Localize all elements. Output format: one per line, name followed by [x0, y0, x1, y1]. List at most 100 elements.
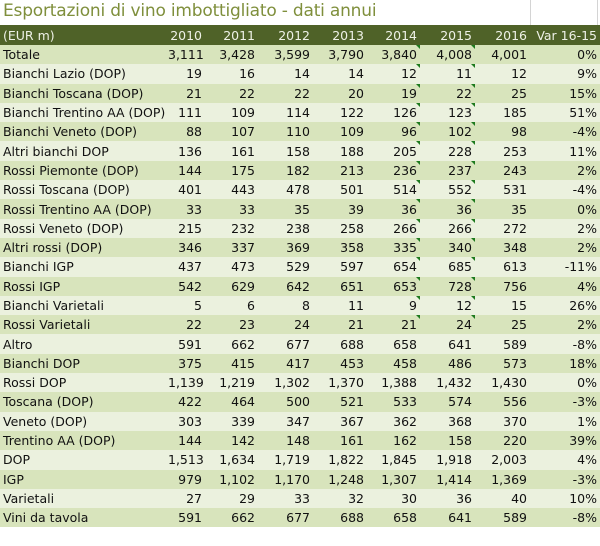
error-indicator-icon[interactable] [471, 141, 477, 148]
value-cell[interactable]: 653 [367, 276, 422, 296]
sheet-title[interactable]: Esportazioni di vino imbottigliato - dat… [3, 1, 377, 21]
value-cell[interactable]: 464 [205, 392, 258, 412]
row-label[interactable]: Bianchi IGP [0, 257, 165, 277]
value-cell[interactable]: 415 [205, 353, 258, 374]
error-indicator-icon[interactable] [416, 122, 422, 129]
error-indicator-icon[interactable] [416, 160, 422, 167]
error-indicator-icon[interactable] [416, 276, 422, 283]
value-cell[interactable]: 501 [313, 180, 367, 200]
variance-cell[interactable]: 0% [530, 45, 600, 65]
value-cell[interactable]: 458 [367, 353, 420, 374]
value-cell[interactable]: 35 [258, 199, 313, 219]
value-cell[interactable]: 175 [205, 160, 258, 181]
error-indicator-icon[interactable] [416, 257, 422, 264]
row-label[interactable]: Rossi Varietali [0, 315, 165, 335]
value-cell[interactable]: 556 [475, 392, 530, 412]
value-cell[interactable]: 473 [205, 257, 258, 277]
value-cell[interactable]: 22 [165, 315, 205, 335]
value-cell[interactable]: 1,102 [205, 469, 258, 489]
value-cell[interactable]: 1,388 [367, 373, 420, 393]
variance-cell[interactable]: 0% [530, 199, 600, 219]
variance-cell[interactable]: -4% [530, 122, 600, 142]
value-cell[interactable]: 478 [258, 180, 313, 200]
value-cell[interactable]: 340 [420, 237, 477, 258]
value-cell[interactable]: 98 [475, 122, 530, 142]
value-cell[interactable]: 1,414 [420, 469, 475, 489]
row-label[interactable]: Bianchi Lazio (DOP) [0, 64, 165, 84]
error-indicator-icon[interactable] [471, 218, 477, 225]
error-indicator-icon[interactable] [416, 180, 422, 187]
value-cell[interactable]: 123 [420, 102, 477, 123]
value-cell[interactable]: 688 [313, 508, 367, 528]
error-indicator-icon[interactable] [416, 83, 422, 90]
value-cell[interactable]: 35 [475, 199, 530, 219]
value-cell[interactable]: 5 [165, 295, 205, 316]
variance-cell[interactable]: 4% [530, 276, 600, 296]
value-cell[interactable]: 158 [258, 141, 313, 161]
value-cell[interactable]: 370 [475, 411, 530, 431]
value-cell[interactable]: 662 [205, 334, 258, 354]
column-header[interactable]: 2013 [313, 25, 367, 45]
value-cell[interactable]: 521 [313, 392, 367, 412]
value-cell[interactable]: 685 [420, 257, 477, 277]
value-cell[interactable]: 12 [475, 64, 530, 84]
value-cell[interactable]: 161 [313, 430, 367, 451]
value-cell[interactable]: 654 [367, 257, 422, 277]
variance-cell[interactable]: 2% [530, 237, 600, 258]
value-cell[interactable]: 88 [165, 122, 205, 142]
value-cell[interactable]: 642 [258, 276, 313, 296]
row-label[interactable]: Veneto (DOP) [0, 411, 165, 431]
value-cell[interactable]: 1,918 [420, 450, 475, 470]
value-cell[interactable]: 253 [475, 141, 530, 161]
value-cell[interactable]: 122 [313, 102, 367, 123]
unit-header[interactable]: (EUR m) [0, 25, 165, 45]
row-label[interactable]: Bianchi Veneto (DOP) [0, 122, 165, 142]
row-label[interactable]: Rossi Toscana (DOP) [0, 180, 165, 200]
value-cell[interactable]: 19 [165, 64, 205, 84]
error-indicator-icon[interactable] [416, 141, 422, 148]
error-indicator-icon[interactable] [471, 276, 477, 283]
value-cell[interactable]: 597 [313, 257, 367, 277]
value-cell[interactable]: 514 [367, 180, 422, 200]
value-cell[interactable]: 417 [258, 353, 313, 374]
value-cell[interactable]: 272 [475, 218, 530, 238]
row-label[interactable]: Rossi DOP [0, 373, 165, 393]
column-header[interactable]: 2015 [420, 25, 475, 45]
variance-cell[interactable]: 0% [530, 373, 600, 393]
value-cell[interactable]: 238 [258, 218, 313, 238]
value-cell[interactable]: 185 [475, 102, 530, 123]
value-cell[interactable]: 486 [420, 353, 475, 374]
value-cell[interactable]: 111 [165, 102, 205, 123]
column-header[interactable]: 2014 [367, 25, 420, 45]
value-cell[interactable]: 1,634 [205, 450, 258, 470]
error-indicator-icon[interactable] [471, 122, 477, 129]
value-cell[interactable]: 33 [165, 199, 205, 219]
value-cell[interactable]: 266 [420, 218, 477, 238]
value-cell[interactable]: 4,001 [475, 45, 530, 65]
variance-cell[interactable]: 1% [530, 411, 600, 431]
value-cell[interactable]: 21 [165, 83, 205, 103]
value-cell[interactable]: 375 [165, 353, 205, 374]
column-header[interactable]: 2012 [258, 25, 313, 45]
value-cell[interactable]: 437 [165, 257, 205, 277]
column-header[interactable]: 2010 [165, 25, 205, 45]
error-indicator-icon[interactable] [471, 64, 477, 71]
value-cell[interactable]: 688 [313, 334, 367, 354]
value-cell[interactable]: 19 [367, 83, 422, 103]
value-cell[interactable]: 589 [475, 508, 530, 528]
value-cell[interactable]: 658 [367, 334, 420, 354]
value-cell[interactable]: 1,170 [258, 469, 313, 489]
row-label[interactable]: Bianchi Trentino AA (DOP) [0, 102, 165, 123]
value-cell[interactable]: 613 [475, 257, 530, 277]
value-cell[interactable]: 11 [420, 64, 477, 84]
value-cell[interactable]: 215 [165, 218, 205, 238]
value-cell[interactable]: 161 [205, 141, 258, 161]
value-cell[interactable]: 573 [475, 353, 530, 374]
value-cell[interactable]: 1,432 [420, 373, 475, 393]
value-cell[interactable]: 33 [258, 488, 313, 509]
value-cell[interactable]: 266 [367, 218, 422, 238]
value-cell[interactable]: 232 [205, 218, 258, 238]
value-cell[interactable]: 3,111 [165, 45, 205, 65]
value-cell[interactable]: 422 [165, 392, 205, 412]
value-cell[interactable]: 552 [420, 180, 477, 200]
